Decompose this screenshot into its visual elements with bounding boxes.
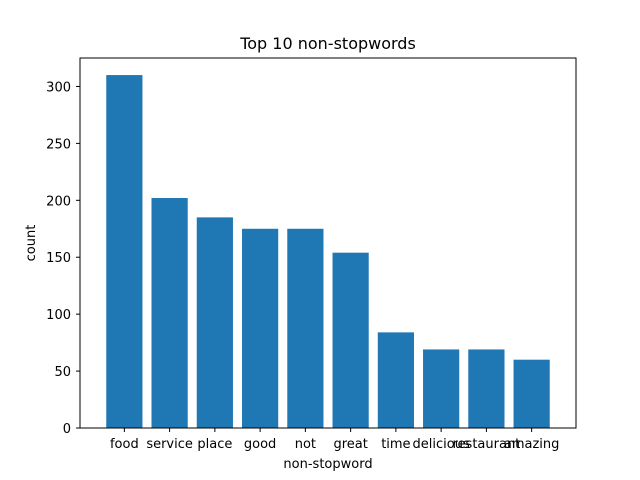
x-tick-label-not: not — [295, 437, 316, 452]
y-tick-label: 0 — [63, 422, 71, 437]
bar-food — [106, 75, 143, 429]
x-axis-ticks: food service place good not great time deliciou… — [110, 428, 559, 452]
x-tick-label-delicious: delicious — [413, 437, 470, 452]
y-tick-label: 150 — [46, 251, 71, 266]
y-tick-label: 50 — [54, 365, 71, 380]
bar-great — [332, 252, 369, 428]
bar-time — [377, 332, 414, 428]
bars-group — [106, 75, 550, 429]
x-tick-label-time: time — [381, 437, 410, 452]
x-tick-label-restaurant: restaurant — [453, 437, 521, 452]
x-tick-label-food: food — [110, 437, 139, 452]
x-tick-label-amazing: amazing — [504, 437, 560, 452]
y-axis-ticks: 0 50 100 150 200 250 300 — [46, 80, 80, 437]
x-tick-label-service: service — [146, 437, 193, 452]
plot-frame — [79, 57, 577, 429]
bar-amazing — [513, 359, 550, 428]
bar-delicious — [423, 349, 460, 428]
x-tick-label-place: place — [197, 437, 232, 452]
bar-not — [287, 228, 324, 428]
bar-restaurant — [468, 349, 505, 428]
y-axis-label: count — [24, 225, 39, 262]
bar-place — [196, 217, 233, 428]
x-tick-label-great: great — [333, 437, 367, 452]
x-axis-label: non-stopword — [283, 457, 372, 472]
y-tick-label: 250 — [46, 137, 71, 152]
y-tick-label: 300 — [46, 80, 71, 95]
bar-good — [242, 228, 279, 428]
y-tick-label: 200 — [46, 194, 71, 209]
y-tick-label: 100 — [46, 308, 71, 323]
bar-service — [151, 198, 188, 428]
chart-title: Top 10 non-stopwords — [239, 34, 416, 53]
x-tick-label-good: good — [244, 437, 276, 452]
